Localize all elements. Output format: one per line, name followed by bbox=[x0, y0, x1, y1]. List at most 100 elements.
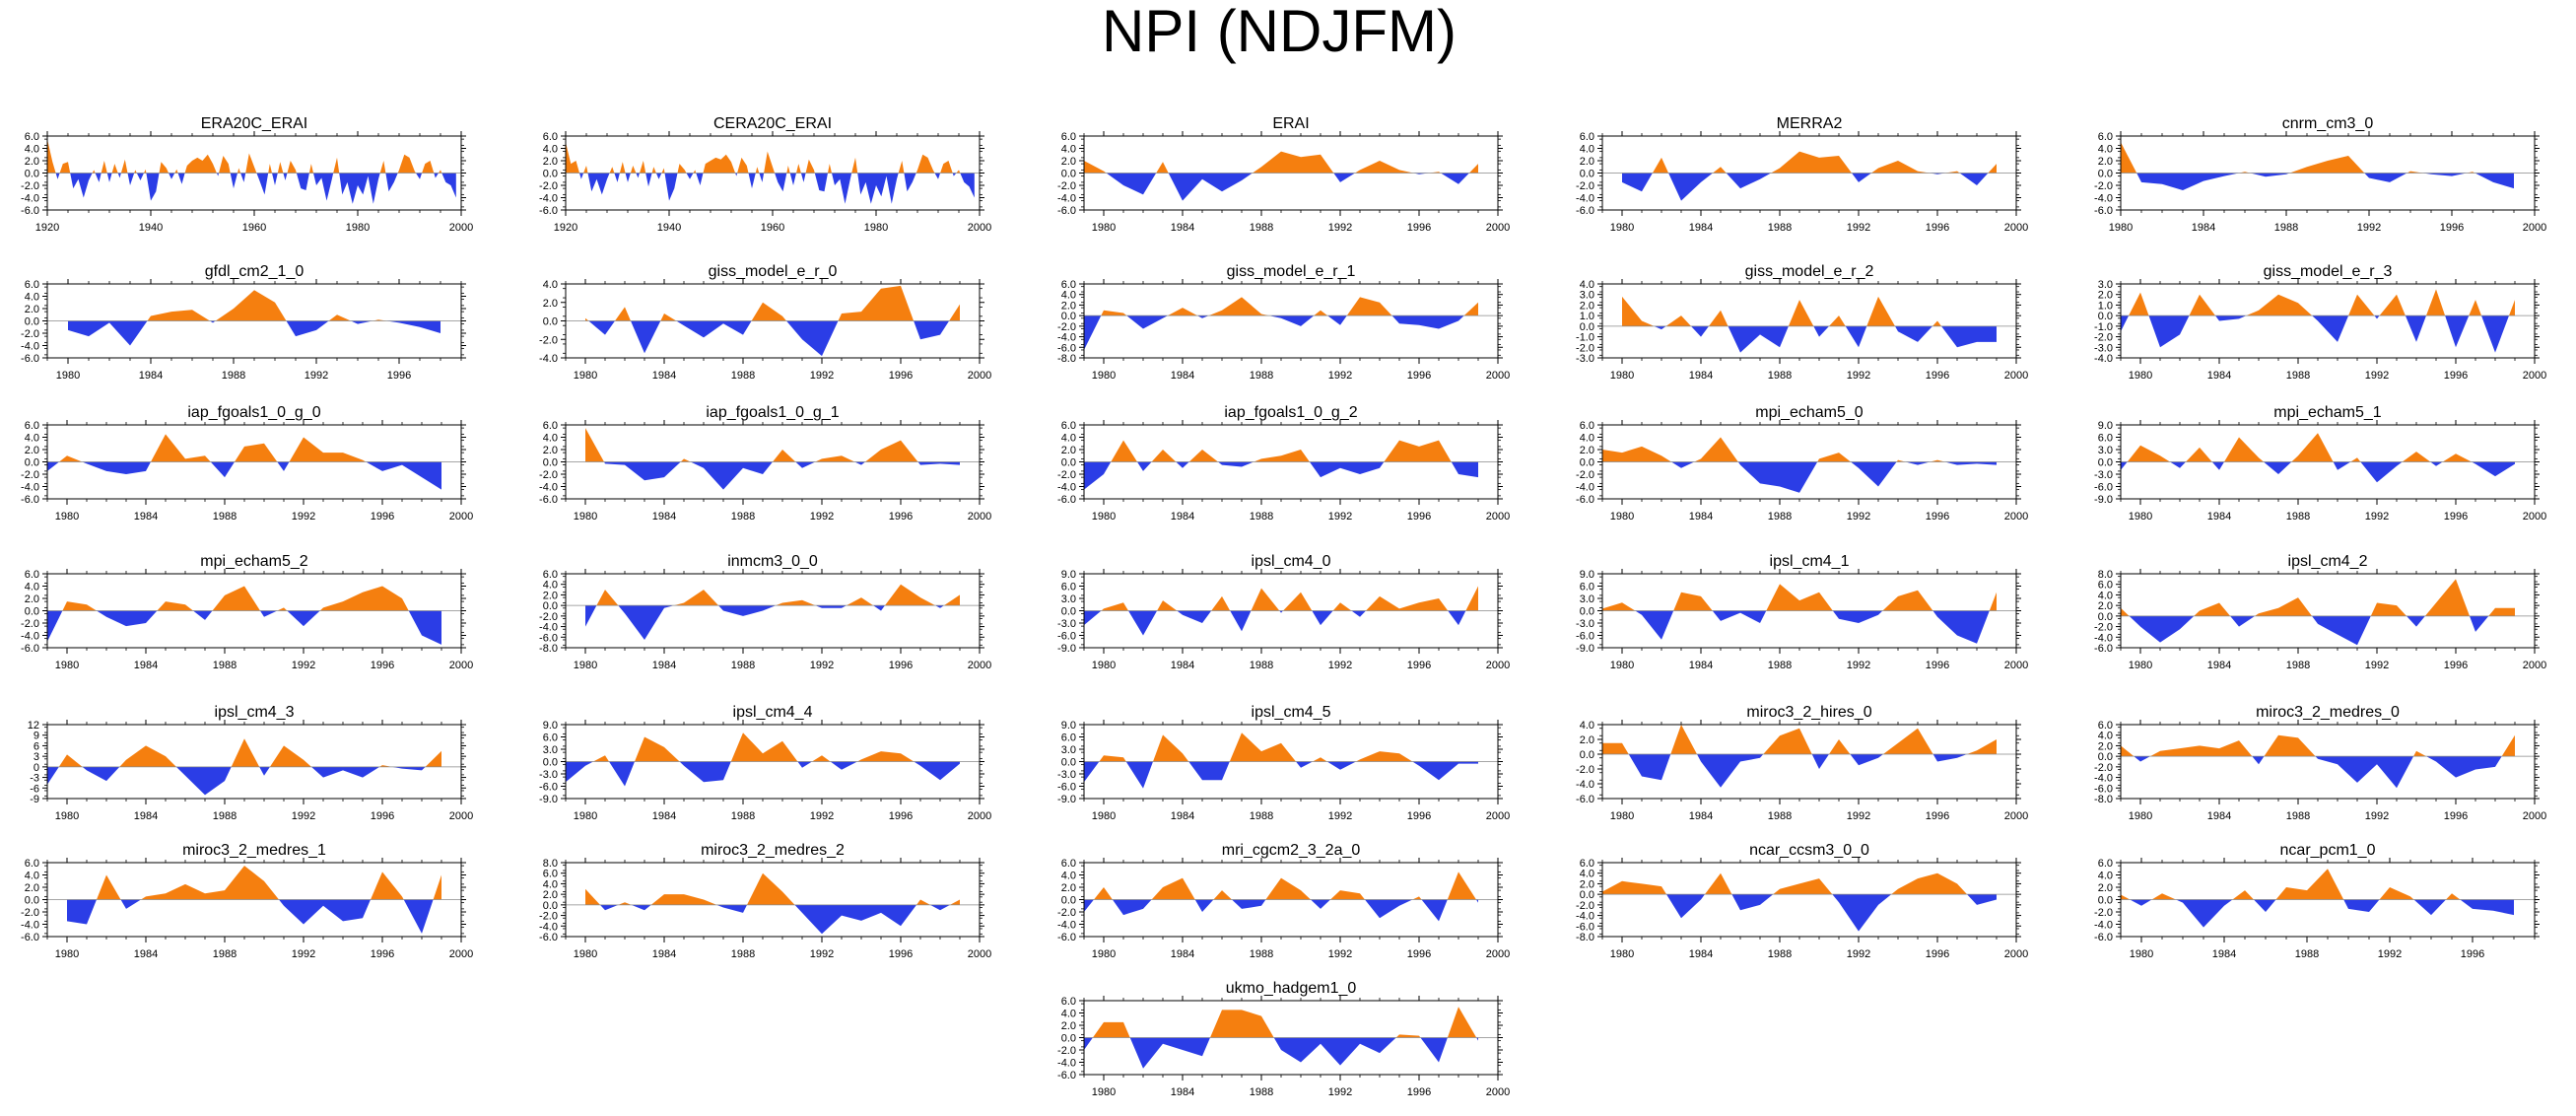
negative-area bbox=[97, 610, 158, 627]
x-tick-label: 1996 bbox=[2444, 810, 2468, 822]
x-tick-label: 1988 bbox=[1250, 511, 1273, 523]
positive-area bbox=[289, 437, 367, 462]
y-tick-label: -6.0 bbox=[1057, 631, 1076, 643]
positive-area bbox=[97, 874, 121, 900]
x-tick-label: 1996 bbox=[1407, 222, 1431, 234]
panel-title: ncar_pcm1_0 bbox=[2280, 842, 2376, 859]
positive-area bbox=[1314, 310, 1328, 316]
x-tick-label: 1980 bbox=[574, 660, 597, 671]
x-tick-label: 1996 bbox=[2444, 511, 2468, 523]
negative-area bbox=[2422, 173, 2467, 176]
y-tick-label: -2.0 bbox=[539, 180, 558, 192]
panel-title: ipsl_cm4_1 bbox=[1770, 553, 1850, 570]
positive-area bbox=[2246, 294, 2313, 316]
y-tick-label: 2.0 bbox=[543, 445, 558, 456]
y-tick-label: 6.0 bbox=[1061, 279, 1076, 291]
negative-area bbox=[1194, 899, 1214, 912]
positive-area bbox=[379, 765, 392, 767]
y-tick-label: -4.0 bbox=[21, 193, 39, 205]
y-tick-label: 3.0 bbox=[2098, 279, 2113, 291]
x-tick-label: 1980 bbox=[1610, 948, 1634, 960]
y-tick-label: 0.0 bbox=[25, 606, 39, 618]
negative-area bbox=[789, 173, 796, 185]
panel-cnrm_cm3_0: cnrm_cm3_0 6.04.02.00.0-2.0-4.0-6.0 1980 19… bbox=[2094, 115, 2546, 234]
negative-area bbox=[256, 173, 269, 195]
y-tick-label: 4.0 bbox=[25, 582, 39, 593]
x-tick-label: 1992 bbox=[1847, 660, 1870, 671]
negative-area bbox=[1905, 461, 1931, 465]
negative-area bbox=[177, 173, 185, 184]
negative-area bbox=[2430, 461, 2443, 466]
negative-area bbox=[609, 761, 635, 787]
positive-area bbox=[1092, 1021, 1130, 1038]
y-tick-label: -1.0 bbox=[2094, 321, 2113, 333]
x-tick-label: 1988 bbox=[1250, 222, 1273, 234]
y-tick-label: 3.0 bbox=[1061, 593, 1076, 605]
positive-area bbox=[898, 161, 905, 174]
positive-area bbox=[59, 455, 83, 462]
negative-area bbox=[935, 605, 944, 608]
negative-area bbox=[120, 899, 141, 909]
negative-area bbox=[815, 605, 847, 608]
positive-area bbox=[1665, 315, 1691, 326]
panel-giss_model_e_r_1: giss_model_e_r_1 6.04.02.00.0-2.0-4.0-6.0… bbox=[1057, 263, 1510, 382]
plot-frame bbox=[2120, 573, 2536, 649]
y-tick-label: -3.0 bbox=[1576, 353, 1594, 365]
plot-frame bbox=[2120, 724, 2536, 800]
positive-area bbox=[1967, 739, 1997, 754]
x-tick-label: 1996 bbox=[2461, 948, 2484, 960]
positive-area bbox=[2129, 292, 2149, 316]
negative-area bbox=[645, 173, 652, 187]
positive-area bbox=[1211, 595, 1231, 611]
y-tick-label: 2.0 bbox=[543, 889, 558, 901]
positive-area bbox=[2224, 437, 2264, 462]
panel-title: giss_model_e_r_1 bbox=[1227, 263, 1356, 280]
positive-area bbox=[1673, 592, 1713, 611]
negative-area bbox=[1712, 610, 1767, 623]
negative-area bbox=[1197, 315, 1209, 318]
positive-area bbox=[1366, 595, 1449, 611]
y-tick-label: -6.0 bbox=[1057, 205, 1076, 217]
x-tick-label: 2000 bbox=[2004, 810, 2028, 822]
y-tick-label: 0.0 bbox=[2098, 311, 2113, 322]
positive-area bbox=[219, 156, 231, 174]
y-tick-label: 6.0 bbox=[1061, 131, 1076, 143]
positive-area bbox=[1463, 302, 1478, 316]
positive-area bbox=[1156, 162, 1169, 174]
x-tick-label: 1988 bbox=[731, 370, 755, 382]
x-tick-label: 1980 bbox=[1610, 370, 1634, 382]
negative-area bbox=[279, 899, 371, 925]
positive-area bbox=[2413, 750, 2426, 757]
negative-area bbox=[210, 461, 235, 478]
negative-area bbox=[55, 173, 60, 179]
y-tick-label: -6.0 bbox=[21, 932, 39, 943]
positive-area bbox=[2186, 447, 2212, 462]
x-tick-label: 1988 bbox=[1768, 370, 1792, 382]
y-tick-label: 9.0 bbox=[1061, 720, 1076, 732]
negative-area bbox=[1728, 325, 1789, 353]
x-tick-label: 2000 bbox=[2004, 660, 2028, 671]
y-tick-label: -2.0 bbox=[1057, 907, 1076, 919]
y-tick-label: -2.0 bbox=[21, 907, 39, 919]
x-tick-label: 2000 bbox=[1486, 370, 1510, 382]
x-tick-label: 1984 bbox=[652, 660, 676, 671]
positive-area bbox=[776, 599, 816, 606]
positive-area bbox=[1602, 446, 1671, 462]
y-tick-label: -6.0 bbox=[1576, 205, 1594, 217]
panel-iap_fgoals1_0_g_2: iap_fgoals1_0_g_2 6.04.02.00.0-2.0-4.0-6.… bbox=[1057, 404, 1510, 523]
panel-ipsl_cm4_4: ipsl_cm4_4 9.06.03.00.0-3.0-6.0-9.0 1980 19… bbox=[539, 704, 991, 822]
x-tick-label: 2000 bbox=[2523, 511, 2546, 523]
positive-area bbox=[1788, 300, 1814, 326]
negative-area bbox=[1811, 754, 1829, 769]
positive-area bbox=[703, 154, 736, 174]
positive-area bbox=[2370, 602, 2407, 616]
y-tick-label: 2.0 bbox=[1580, 878, 1594, 890]
y-tick-label: 1.0 bbox=[2098, 300, 2113, 312]
y-tick-label: -6.0 bbox=[539, 932, 558, 943]
y-tick-label: 2.0 bbox=[2098, 740, 2113, 752]
positive-area bbox=[174, 169, 178, 174]
negative-area bbox=[2360, 461, 2403, 483]
y-tick-label: -3 bbox=[30, 773, 39, 785]
x-tick-label: 1992 bbox=[810, 660, 834, 671]
x-tick-label: 1992 bbox=[2357, 222, 2381, 234]
